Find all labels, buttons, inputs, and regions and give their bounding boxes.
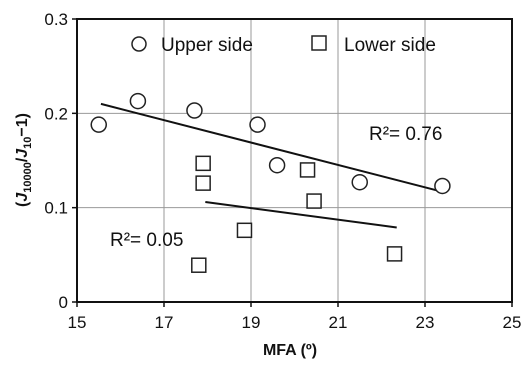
y-axis-label: (J10000/J10−1) [14, 113, 34, 207]
legend: Upper side Lower side [131, 35, 436, 56]
x-tick-label: 17 [155, 313, 174, 332]
data-point-lower [386, 246, 403, 262]
x-tick-label: 23 [416, 313, 435, 332]
y-tick-label: 0.1 [44, 199, 68, 218]
data-point-upper [249, 116, 266, 133]
data-point-upper [186, 102, 203, 119]
legend-lower-label: Lower side [344, 35, 436, 56]
fit-line-lower [205, 201, 397, 229]
data-point-lower [236, 222, 253, 239]
data-point-upper [351, 173, 368, 191]
r2-lower-annotation: R²= 0.05 [110, 230, 183, 251]
legend-lower-marker [311, 35, 327, 51]
x-tick-label: 25 [503, 313, 522, 332]
x-tick-label: 15 [68, 313, 87, 332]
data-point-upper [90, 116, 107, 133]
data-point-lower [191, 257, 207, 273]
legend-upper-marker [131, 36, 147, 52]
y-axis-ticks: 0 0.1 0.2 0.3 [44, 10, 77, 312]
x-axis-label: MFA (º) [263, 342, 317, 359]
y-tick-label: 0 [59, 293, 68, 312]
plot-area-frame [76, 18, 513, 303]
r2-upper-annotation: R²= 0.76 [369, 124, 442, 145]
data-points [90, 92, 451, 273]
x-axis-ticks: 15 17 19 21 23 25 [68, 302, 522, 332]
data-point-lower [299, 162, 316, 178]
x-tick-label: 19 [242, 313, 261, 332]
data-point-lower [195, 155, 211, 172]
data-point-upper [268, 156, 286, 174]
x-tick-label: 21 [329, 313, 348, 332]
data-point-upper [434, 177, 451, 195]
y-tick-label: 0.2 [44, 104, 68, 123]
data-point-upper [129, 92, 147, 110]
data-point-lower [195, 175, 211, 191]
data-point-lower [306, 193, 322, 209]
fit-line-upper [100, 102, 439, 192]
y-tick-label: 0.3 [44, 10, 68, 29]
fit-lines [100, 102, 439, 229]
grid-lines [77, 19, 512, 302]
legend-upper-label: Upper side [161, 35, 253, 56]
